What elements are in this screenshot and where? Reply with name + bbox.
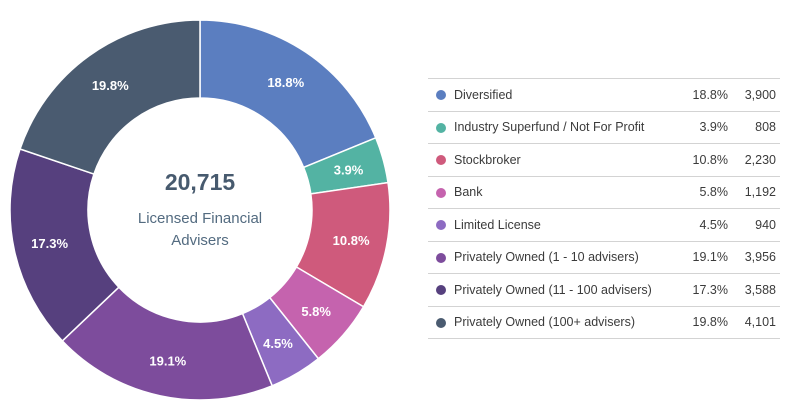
- legend-label: Privately Owned (1 - 10 advisers): [454, 241, 680, 274]
- legend-label: Privately Owned (11 - 100 advisers): [454, 273, 680, 307]
- legend-percent: 10.8%: [680, 143, 728, 177]
- legend-label: Industry Superfund / Not For Profit: [454, 111, 680, 144]
- legend-color-dot: [436, 317, 446, 328]
- legend-count: 3,588: [728, 273, 780, 307]
- legend-color-dot: [436, 155, 446, 166]
- legend-count: 3,900: [728, 78, 780, 112]
- legend-label: Diversified: [454, 78, 680, 112]
- slice-percent-label: 18.8%: [267, 75, 304, 90]
- legend-label: Bank: [454, 176, 680, 209]
- legend-color-dot: [436, 220, 446, 231]
- slice-percent-label: 5.8%: [301, 304, 331, 319]
- legend-percent: 5.8%: [680, 176, 728, 209]
- legend-row: Limited License 4.5% 940: [428, 208, 780, 242]
- legend-percent: 18.8%: [680, 78, 728, 112]
- legend-row: Bank 5.8% 1,192: [428, 176, 780, 209]
- legend-row: Privately Owned (1 - 10 advisers) 19.1% 3,…: [428, 241, 780, 274]
- slice-percent-label: 10.8%: [333, 233, 370, 248]
- legend-color-dot: [436, 187, 446, 198]
- legend-count: 1,192: [728, 176, 780, 209]
- legend-color-dot: [436, 90, 446, 101]
- legend-label: Limited License: [454, 208, 680, 242]
- legend-label: Privately Owned (100+ advisers): [454, 306, 680, 339]
- legend-row: Privately Owned (11 - 100 advisers) 17.3%…: [428, 273, 780, 307]
- legend-color-dot: [436, 122, 446, 133]
- legend-count: 2,230: [728, 143, 780, 177]
- slice-percent-label: 19.8%: [92, 78, 129, 93]
- slice-privately-owned-100-advisers: [19, 19, 201, 176]
- center-total: 20,715: [165, 169, 236, 195]
- legend-percent: 19.1%: [680, 241, 728, 274]
- legend-label: Stockbroker: [454, 143, 680, 177]
- slice-diversified: [199, 19, 377, 169]
- legend-row: Diversified 18.8% 3,900: [428, 78, 780, 112]
- legend-row: Privately Owned (100+ advisers) 19.8% 4,10…: [428, 306, 780, 339]
- legend-color-dot: [436, 252, 446, 263]
- legend-color-dot: [436, 285, 446, 296]
- legend-percent: 3.9%: [680, 111, 728, 144]
- legend-count: 4,101: [728, 306, 780, 339]
- slice-percent-label: 3.9%: [334, 162, 364, 177]
- legend-count: 940: [728, 208, 780, 242]
- center-caption-line-1: Licensed Financial: [138, 210, 262, 227]
- legend-count: 3,956: [728, 241, 780, 274]
- slice-percent-label: 19.1%: [149, 354, 186, 369]
- legend-row: Industry Superfund / Not For Profit 3.9% 8…: [428, 111, 780, 144]
- legend-percent: 19.8%: [680, 306, 728, 339]
- legend-count: 808: [728, 111, 780, 144]
- legend-percent: 4.5%: [680, 208, 728, 242]
- legend-table: Diversified 18.8% 3,900 Industry Superfund …: [428, 78, 780, 339]
- slice-percent-label: 17.3%: [31, 236, 68, 251]
- slice-percent-label: 4.5%: [263, 336, 293, 351]
- donut-chart: 18.8% 3.9% 10.8% 5.8% 4.5% 19.1% 17.3% 19.8% 20…: [9, 19, 391, 401]
- center-caption-line-2: Advisers: [171, 232, 229, 249]
- legend-percent: 17.3%: [680, 273, 728, 307]
- legend-row: Stockbroker 10.8% 2,230: [428, 143, 780, 177]
